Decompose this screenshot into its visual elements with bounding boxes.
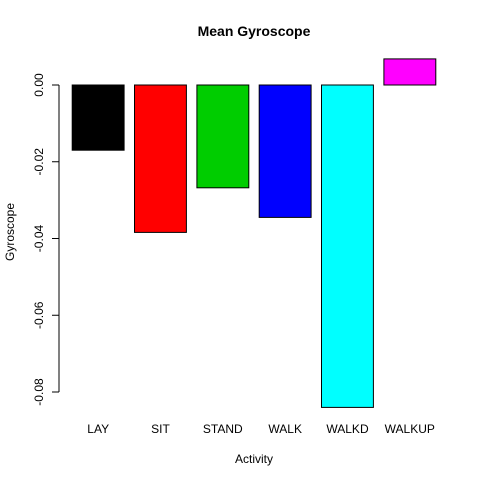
x-tick-label: LAY [87,422,109,436]
y-tick-label: -0.08 [32,378,46,406]
x-tick-label: WALKD [326,422,369,436]
y-tick-label: 0.00 [32,73,46,97]
y-axis-label: Gyroscope [3,203,17,261]
bar-lay [71,84,125,151]
bar-sit [134,84,187,233]
bar-walkup [383,58,437,86]
y-tick-label: -0.04 [32,225,46,253]
bars [71,58,437,408]
y-axis: 0.00 -0.02 -0.04 -0.06 -0.08 [32,73,60,406]
x-tick-label: SIT [151,422,170,436]
x-axis-label: Activity [235,452,273,466]
chart-title: Mean Gyroscope [198,23,311,39]
bar-walk [258,84,312,218]
y-tick-label: -0.06 [32,301,46,329]
bar-stand [196,84,250,189]
x-axis-labels: LAY SIT STAND WALK WALKD WALKUP [87,422,435,436]
bar-walkd [321,84,374,408]
x-tick-label: WALKUP [385,422,435,436]
x-tick-label: STAND [203,422,243,436]
x-tick-label: WALK [268,422,302,436]
y-tick-label: -0.02 [32,148,46,176]
